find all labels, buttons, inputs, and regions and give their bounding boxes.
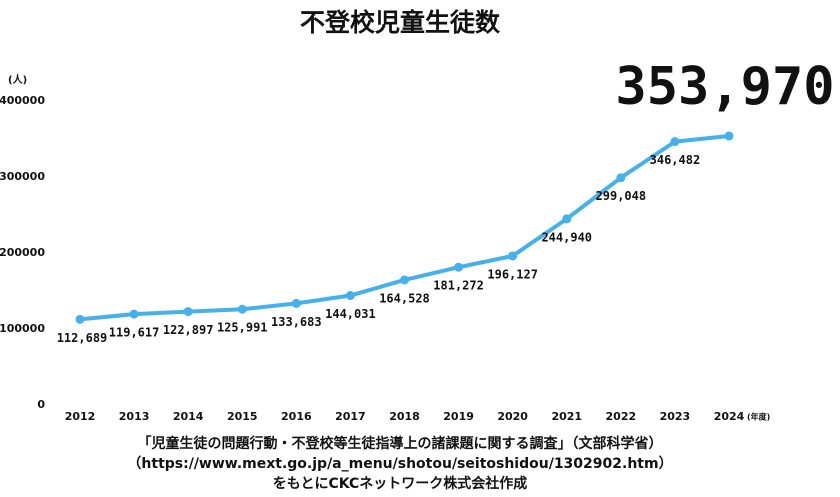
value-label: 119,617 (109, 326, 160, 340)
value-label: 181,272 (433, 279, 484, 293)
point (454, 262, 464, 272)
point (345, 291, 355, 301)
value-label: 299,048 (596, 189, 647, 203)
y-tick-label: 200000 (0, 246, 45, 259)
x-tick-label: 2019 (443, 410, 474, 423)
chart-title: 不登校児童生徒数 (300, 8, 501, 37)
point (670, 137, 680, 147)
x-tick-label: 2018 (389, 410, 420, 423)
highlight-label: 353,970 (615, 57, 834, 117)
x-tick-label: 2024 (714, 410, 745, 423)
value-label: 125,991 (217, 321, 268, 335)
point (616, 173, 626, 183)
x-tick-label: 2013 (119, 410, 150, 423)
x-tick-label: 2017 (335, 410, 366, 423)
point (400, 275, 409, 285)
point (129, 309, 139, 319)
point (724, 131, 734, 141)
x-unit: (年度) (747, 412, 770, 422)
source-text: （https://www.mext.go.jp/a_menu/shotou/se… (127, 456, 672, 472)
y-tick-label: 0 (37, 398, 45, 411)
source-text: 「児童生徒の問題行動・不登校等生徒指導上の諸課題に関する調査」（文部科学省） (138, 435, 663, 452)
value-label: 122,897 (163, 323, 214, 337)
y-tick-label: 100000 (0, 322, 45, 335)
y-tick-label: 300000 (0, 170, 45, 183)
x-tick-label: 2015 (227, 410, 258, 423)
source-text: をもとにCKCネットワーク株式会社作成 (273, 475, 528, 492)
point (183, 307, 193, 317)
point (291, 298, 301, 308)
y-unit: (人) (8, 73, 27, 86)
value-label: 133,683 (271, 315, 322, 329)
value-label: 144,031 (325, 307, 376, 321)
x-tick-label: 2014 (173, 410, 204, 423)
point (562, 214, 572, 224)
x-tick-label: 2012 (65, 410, 96, 423)
x-tick-label: 2022 (606, 410, 637, 423)
value-label: 196,127 (487, 267, 538, 281)
x-tick-label: 2023 (660, 410, 691, 423)
point (75, 314, 85, 324)
value-label: 346,482 (650, 153, 701, 167)
x-tick-label: 2016 (281, 410, 312, 423)
value-label: 112,689 (57, 331, 108, 345)
value-label: 244,940 (541, 230, 592, 244)
point (237, 304, 247, 314)
x-tick-label: 2021 (551, 410, 582, 423)
point (508, 251, 518, 261)
x-tick-label: 2020 (497, 410, 528, 423)
y-tick-label: 400000 (0, 94, 45, 107)
value-label: 164,528 (379, 291, 430, 305)
